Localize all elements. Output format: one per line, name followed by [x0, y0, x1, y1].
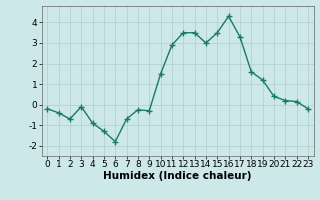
X-axis label: Humidex (Indice chaleur): Humidex (Indice chaleur)	[103, 171, 252, 181]
